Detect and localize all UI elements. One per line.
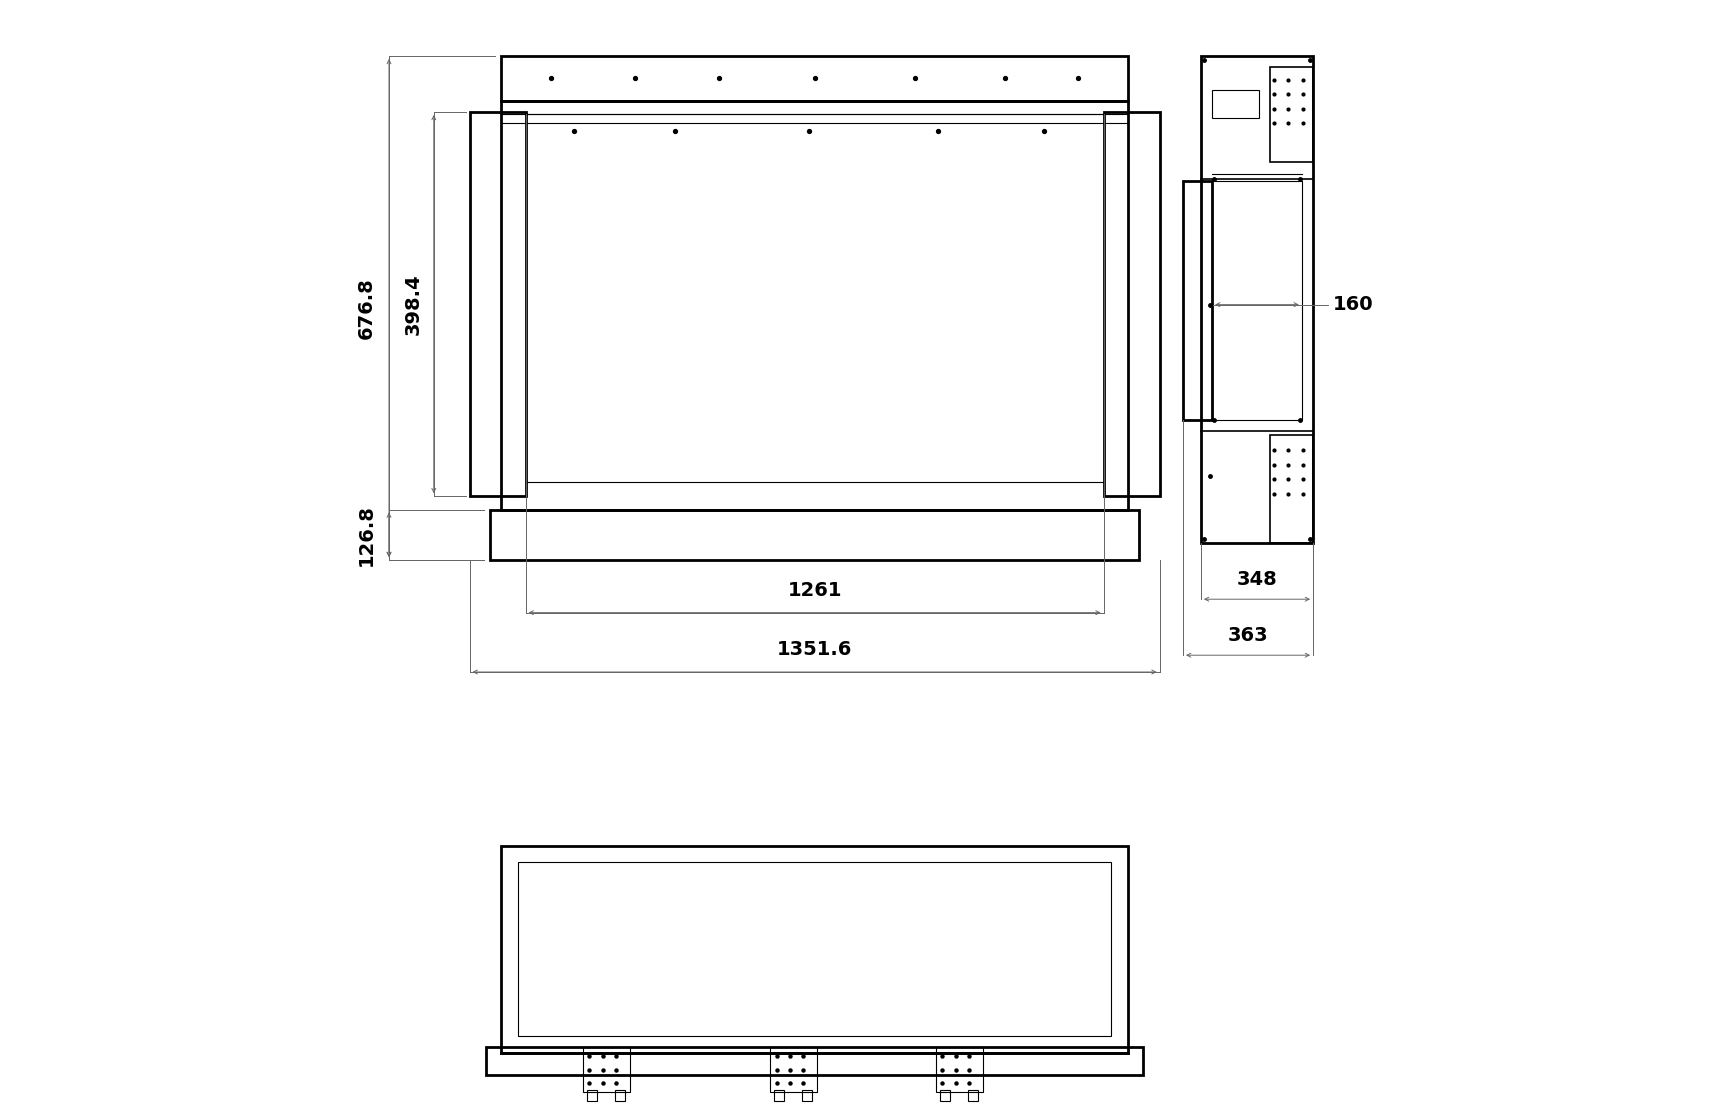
Bar xyxy=(502,846,1128,1053)
Bar xyxy=(770,1047,817,1092)
Bar xyxy=(969,1090,977,1101)
Text: 1261: 1261 xyxy=(787,581,843,599)
Text: 160: 160 xyxy=(1334,296,1374,314)
Text: 398.4: 398.4 xyxy=(405,273,424,335)
Bar xyxy=(526,114,1104,482)
Text: 348: 348 xyxy=(1237,570,1277,588)
Bar xyxy=(1201,56,1313,543)
Bar xyxy=(469,112,526,496)
Bar xyxy=(616,1090,625,1101)
Text: 363: 363 xyxy=(1228,626,1268,644)
Text: 676.8: 676.8 xyxy=(356,277,375,339)
Bar xyxy=(517,862,1111,1036)
Bar xyxy=(502,101,1128,510)
Bar xyxy=(490,510,1140,560)
Bar xyxy=(486,1047,1144,1075)
Bar xyxy=(803,1090,813,1101)
Text: 1351.6: 1351.6 xyxy=(777,641,853,659)
Bar xyxy=(1270,435,1313,543)
Bar xyxy=(1270,67,1313,162)
Bar xyxy=(583,1047,630,1092)
Bar xyxy=(1213,90,1259,118)
Bar xyxy=(936,1047,983,1092)
Bar xyxy=(775,1090,784,1101)
Bar xyxy=(1183,181,1213,420)
Bar xyxy=(502,56,1128,101)
Bar xyxy=(586,1090,597,1101)
Bar xyxy=(939,1090,950,1101)
Text: 126.8: 126.8 xyxy=(356,504,375,566)
Bar xyxy=(1213,181,1301,420)
Bar xyxy=(1104,112,1159,496)
